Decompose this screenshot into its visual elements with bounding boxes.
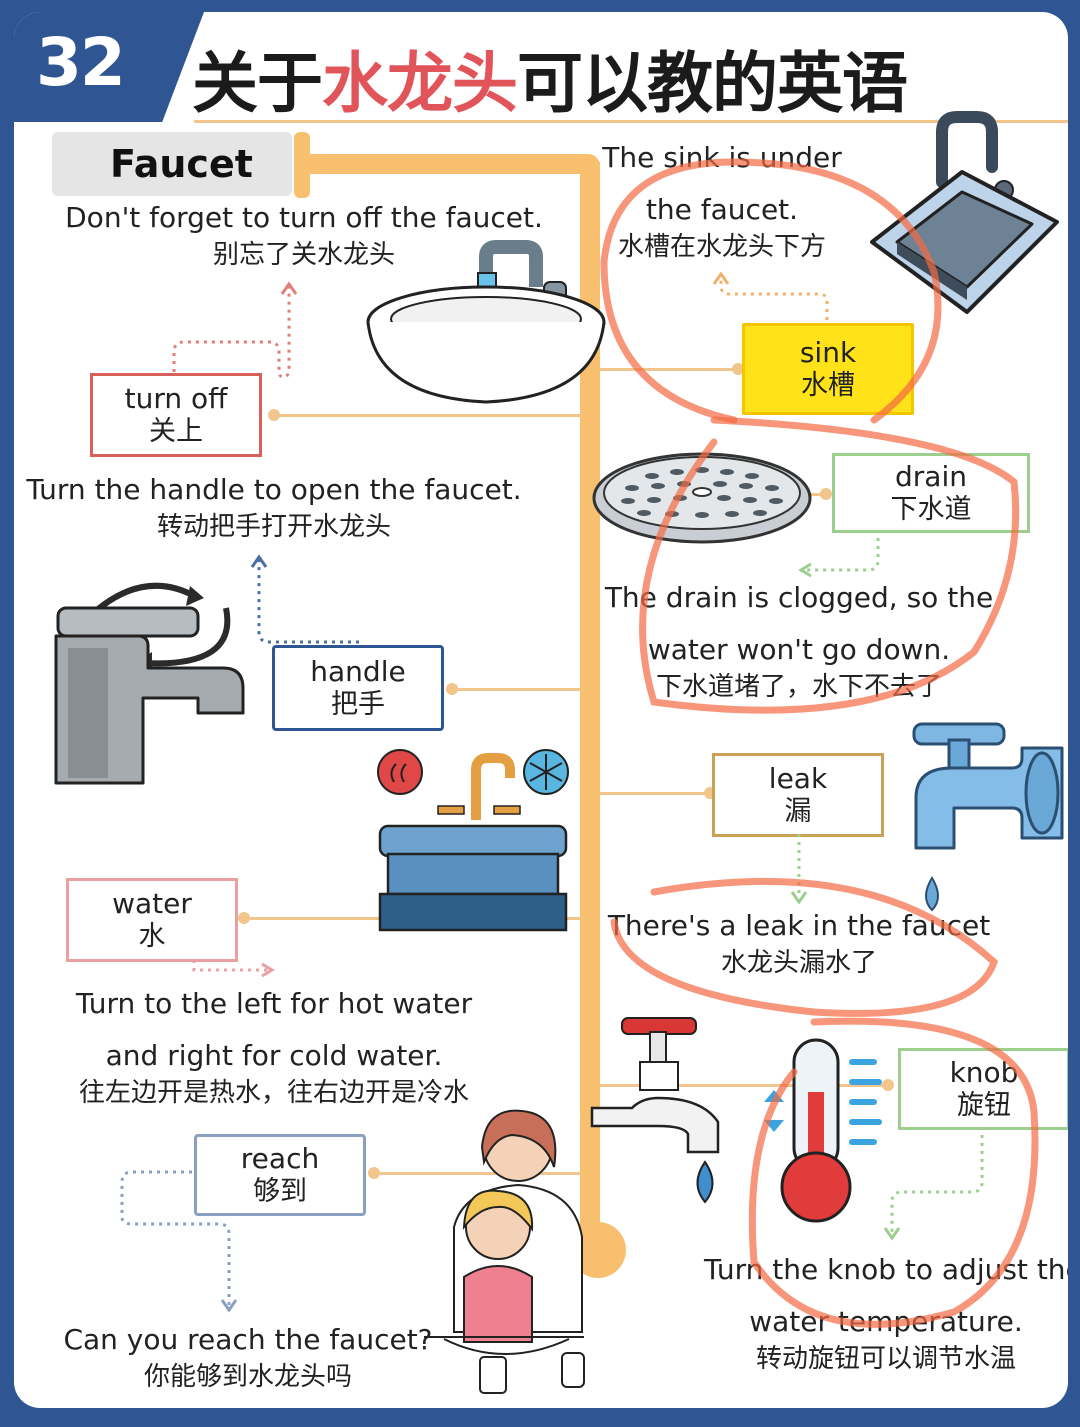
term-en: water: [112, 887, 192, 921]
dotted-arrows: [120, 271, 984, 1313]
sentence-zh: 水槽在水龙头下方: [617, 232, 826, 262]
sentence-zh: 转动旋钮可以调节水温: [755, 1344, 1016, 1374]
water-sentence: Turn to the left for hot water and right…: [24, 978, 524, 1114]
leaking-tap-icon: [912, 722, 1064, 912]
section-label: Faucet: [52, 132, 292, 196]
term-en: turn off: [124, 382, 228, 416]
sentence-zh: 往左边开是热水，往右边开是冷水: [78, 1078, 469, 1108]
thermometer-icon: [764, 1038, 882, 1223]
connector-turn-off: [276, 414, 582, 417]
reach-sentence: Can you reach the faucet? 你能够到水龙头吗: [58, 1314, 438, 1398]
turn-off-sentence: Don't forget to turn off the faucet. 别忘了…: [44, 192, 564, 276]
term-box-handle: handle 把手: [272, 645, 444, 731]
lever-faucet-icon: [54, 582, 245, 785]
title-part-3: 可以教的英语: [517, 45, 908, 122]
knob-sentence: Turn the knob to adjust the water temper…: [704, 1244, 1068, 1380]
title-underline: [194, 120, 1068, 123]
term-box-sink: sink 水槽: [742, 323, 914, 415]
connector-dot: [238, 912, 250, 924]
sentence-en: Can you reach the faucet?: [63, 1323, 433, 1356]
term-zh: 旋钮: [957, 1089, 1011, 1121]
drain-sentence: The drain is clogged, so the water won't…: [594, 572, 1004, 708]
sentence-en-line1: Turn to the left for hot water: [75, 987, 473, 1020]
connector-handle: [454, 688, 582, 691]
lesson-number: 32: [36, 24, 126, 101]
title-part-1: 关于: [192, 45, 323, 122]
term-en: sink: [799, 336, 857, 370]
sentence-en: Turn the handle to open the faucet.: [26, 473, 522, 506]
connector-knob: [600, 1084, 890, 1087]
pipe-vertical: [580, 162, 600, 1237]
term-zh: 水: [138, 920, 166, 952]
term-en: reach: [240, 1142, 320, 1176]
term-zh: 漏: [784, 795, 812, 827]
term-box-reach: reach 够到: [194, 1134, 366, 1216]
term-box-drain: drain 下水道: [832, 453, 1030, 533]
connector-dot: [732, 363, 744, 375]
connector-reach: [376, 1172, 582, 1175]
sentence-en-line1: The drain is clogged, so the: [604, 581, 994, 614]
connector-dot: [368, 1167, 380, 1179]
sentence-en: Don't forget to turn off the faucet.: [65, 201, 543, 234]
sink-sentence: The sink is under the faucet. 水槽在水龙头下方: [592, 132, 852, 268]
term-en: handle: [310, 655, 406, 689]
infographic-sheet: 32 关于水龙头可以教的英语 Faucet Don't forget to tu…: [14, 12, 1068, 1408]
term-zh: 够到: [253, 1175, 307, 1207]
connector-dot: [882, 1079, 894, 1091]
term-en: leak: [768, 762, 828, 796]
sentence-zh: 下水道堵了，水下不去了: [655, 672, 942, 702]
term-zh: 把手: [331, 688, 385, 720]
title-part-highlight: 水龙头: [322, 45, 518, 122]
term-en: drain: [895, 460, 967, 494]
sentence-en-line2: water won't go down.: [647, 633, 951, 666]
connector-leak: [600, 792, 712, 795]
term-zh: 水槽: [801, 369, 855, 401]
term-box-turn-off: turn off 关上: [90, 373, 262, 457]
outdoor-tap-icon: [590, 1017, 720, 1204]
term-box-knob: knob 旋钮: [898, 1048, 1068, 1130]
pipe-cap: [294, 132, 310, 198]
handle-sentence: Turn the handle to open the faucet. 转动把手…: [24, 464, 524, 548]
term-zh: 关上: [149, 415, 203, 447]
connector-dot: [268, 409, 280, 421]
sentence-zh: 你能够到水龙头吗: [143, 1362, 352, 1392]
term-zh: 下水道: [890, 493, 972, 525]
connector-dot: [820, 488, 832, 500]
term-box-leak: leak 漏: [712, 753, 884, 837]
page-title: 关于水龙头可以教的英语: [192, 30, 908, 126]
hot-cold-sink-icon: [377, 749, 569, 932]
term-box-water: water 水: [66, 878, 238, 962]
sentence-zh: 水龙头漏水了: [720, 948, 877, 978]
sentence-zh: 别忘了关水龙头: [212, 240, 395, 270]
sentence-en-line2: the faucet.: [645, 193, 799, 226]
annotation-loops: [600, 158, 1039, 1328]
connector-sink: [600, 368, 740, 371]
sentence-en-line2: and right for cold water.: [105, 1039, 443, 1072]
connector-dot: [446, 683, 458, 695]
sentence-zh: 转动把手打开水龙头: [156, 512, 391, 542]
leak-sentence: There's a leak in the faucet 水龙头漏水了: [604, 900, 994, 984]
washbasin-icon: [366, 240, 606, 404]
mother-child-washing-icon: [424, 1109, 585, 1394]
pipe-horizontal: [300, 154, 600, 174]
